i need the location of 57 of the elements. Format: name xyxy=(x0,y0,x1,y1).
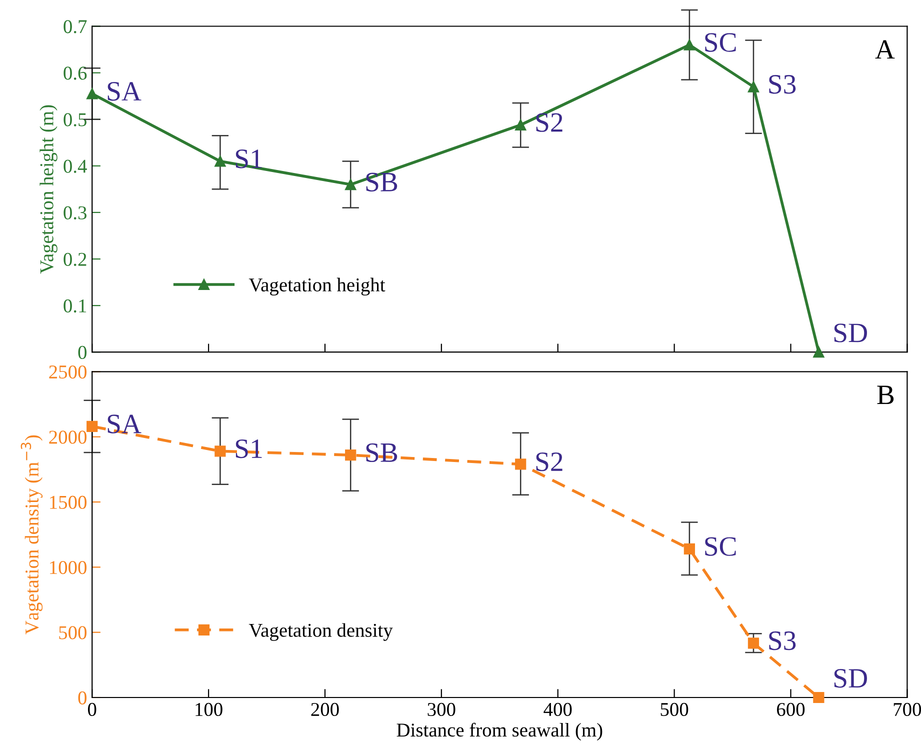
annotation: SA xyxy=(108,82,142,101)
legend-label: Vagetation density xyxy=(248,623,393,641)
annotation: SA xyxy=(108,414,142,434)
x-tick-label: 400 xyxy=(544,702,572,716)
y-tick-label: 0 xyxy=(78,346,86,360)
y-tick-label: 500 xyxy=(59,626,86,640)
point xyxy=(345,178,356,190)
annotation: SB xyxy=(366,443,398,462)
point xyxy=(684,543,695,554)
y-axis-title: Vagetation height (m) xyxy=(40,105,58,274)
y-tick-label: 0 xyxy=(78,691,86,704)
point xyxy=(748,81,760,92)
annotation: S1 xyxy=(236,439,262,458)
point xyxy=(748,638,760,649)
x-tick-label: 500 xyxy=(660,702,688,716)
x-tick-label: 0 xyxy=(88,702,96,716)
y-tick-label: 0.1 xyxy=(64,299,86,313)
annotation: S3 xyxy=(769,75,796,94)
point xyxy=(214,446,226,457)
annotation: SC xyxy=(705,537,736,556)
annotation: SB xyxy=(366,172,398,192)
point xyxy=(345,450,356,461)
y-tick-label: 0.4 xyxy=(64,160,87,173)
y-tick-label: 1500 xyxy=(50,496,86,509)
annotation: SD xyxy=(834,669,867,688)
x-axis-title: Distance from seawall (m) xyxy=(396,722,602,741)
y-tick-label: 0.7 xyxy=(64,20,87,34)
y-tick-label: 2000 xyxy=(49,430,86,444)
point xyxy=(515,458,526,470)
annotation: SC xyxy=(705,33,736,52)
y-tick-label: 0.2 xyxy=(64,252,86,266)
annotation: S2 xyxy=(536,113,562,132)
y-tick-label: 2500 xyxy=(49,365,86,379)
point xyxy=(214,156,226,167)
y-tick-label: 0.3 xyxy=(64,206,86,220)
y-tick-label: 0.6 xyxy=(64,66,87,80)
annotation: S2 xyxy=(536,452,562,472)
annotation: B xyxy=(877,386,894,404)
x-tick-label: 200 xyxy=(311,702,339,716)
point xyxy=(813,346,824,358)
point xyxy=(86,88,98,100)
point xyxy=(813,692,824,704)
annotation: S1 xyxy=(236,150,262,168)
x-tick-label: 600 xyxy=(776,702,805,716)
annotation: S3 xyxy=(769,631,796,650)
y-axis-title: Vagetation density (m$^{−3}$) xyxy=(20,435,43,634)
annotation: A xyxy=(875,40,895,59)
x-tick-label: 700 xyxy=(894,702,921,716)
x-tick-label: 300 xyxy=(428,702,456,716)
point xyxy=(515,119,526,130)
point xyxy=(684,39,695,50)
legend-label: Vagetation height xyxy=(248,278,386,296)
y-tick-label: 1000 xyxy=(50,560,86,574)
annotation: SD xyxy=(834,324,867,342)
point xyxy=(86,420,98,432)
x-tick-label: 100 xyxy=(196,702,222,716)
y-tick-label: 0.5 xyxy=(64,113,86,126)
